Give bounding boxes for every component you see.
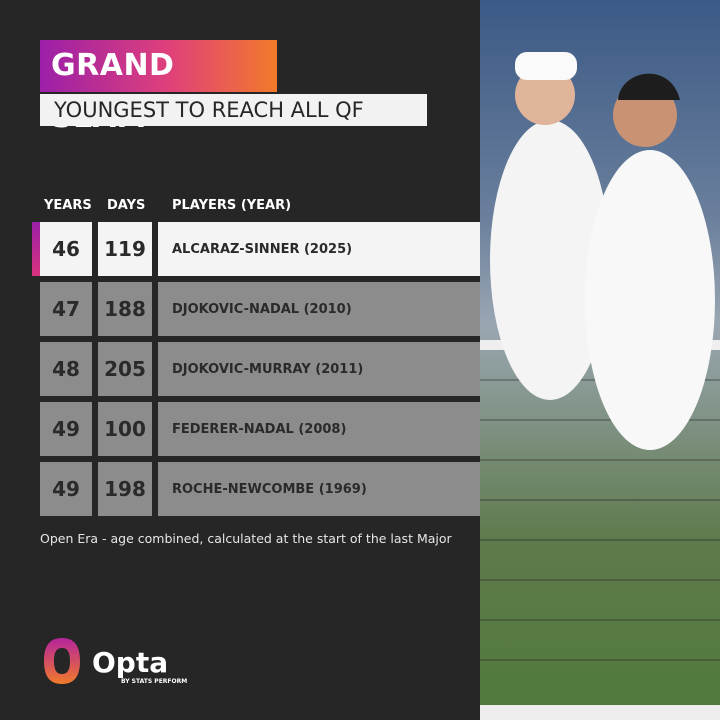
column-header: DAYS (107, 198, 146, 213)
photo-illustration (480, 52, 720, 720)
days-cell: 119 (98, 222, 152, 276)
column-header: YEARS (44, 198, 92, 213)
footnote: Open Era - age combined, calculated at t… (40, 531, 452, 546)
player-cell: FEDERER-NADAL (2008) (158, 402, 480, 456)
subtitle: YOUNGEST TO REACH ALL QF (40, 94, 427, 126)
player-cell: DJOKOVIC-MURRAY (2011) (158, 342, 480, 396)
years-cell: 48 (40, 342, 92, 396)
days-cell: 198 (98, 462, 152, 516)
days-cell: 205 (98, 342, 152, 396)
days-cell: 188 (98, 282, 152, 336)
logo-name: Opta (92, 646, 169, 679)
photo (480, 0, 720, 720)
title: GRAND SLAM (40, 40, 277, 135)
player-cell: ROCHE-NEWCOMBE (1969) (158, 462, 480, 516)
years-cell: 47 (40, 282, 92, 336)
player-cell: ALCARAZ-SINNER (2025) (158, 222, 480, 276)
years-cell: 49 (40, 402, 92, 456)
highlight-bar (32, 222, 40, 276)
years-cell: 49 (40, 462, 92, 516)
player-cell: DJOKOVIC-NADAL (2010) (158, 282, 480, 336)
logo-tagline: BY STATS PERFORM (121, 678, 188, 685)
days-cell: 100 (98, 402, 152, 456)
column-header: PLAYERS (YEAR) (172, 198, 292, 213)
years-cell: 46 (40, 222, 92, 276)
logo-mark (44, 638, 80, 684)
